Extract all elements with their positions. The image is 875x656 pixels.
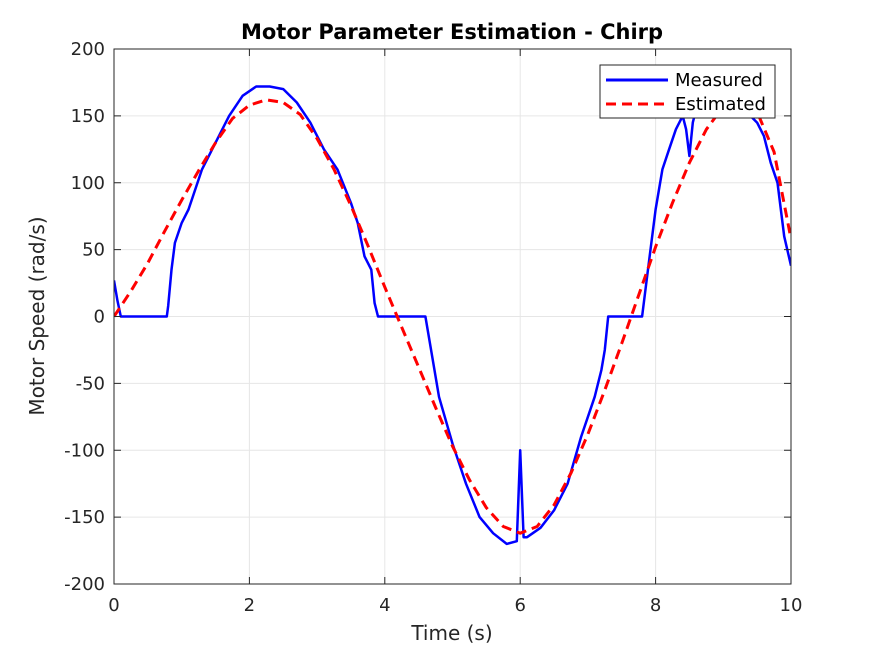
y-tick-label: -100	[64, 440, 105, 461]
x-tick-label: 6	[514, 595, 525, 616]
x-tick-label: 8	[650, 595, 661, 616]
legend-label-measured: Measured	[675, 70, 763, 91]
y-tick-label: -150	[64, 507, 105, 528]
ticks	[113, 48, 792, 585]
y-tick-label: 100	[71, 173, 105, 194]
x-tick-label: 4	[379, 595, 390, 616]
y-tick-label: 50	[82, 240, 105, 261]
legend: Measured Estimated	[599, 64, 776, 119]
y-tick-label: 150	[71, 106, 105, 127]
y-tick-label: -200	[64, 574, 105, 595]
chart-title: Motor Parameter Estimation - Chirp	[241, 20, 663, 44]
y-tick-label: 200	[71, 39, 105, 60]
x-axis-label: Time (s)	[410, 621, 492, 645]
x-tick-label: 2	[244, 595, 255, 616]
tick-labels: 0 2 4 6 8 10 -200 -150 -100 -50 0 50 100 150 200	[64, 39, 802, 616]
series-layer	[114, 85, 791, 546]
y-axis-label: Motor Speed (rad/s)	[25, 216, 49, 415]
legend-label-estimated: Estimated	[675, 94, 766, 115]
x-tick-label: 10	[780, 595, 803, 616]
series-line-estimated	[114, 97, 791, 535]
y-tick-label: 0	[94, 307, 105, 328]
x-tick-label: 0	[108, 595, 119, 616]
legend-box	[599, 64, 776, 119]
y-tick-label: -50	[76, 373, 105, 394]
